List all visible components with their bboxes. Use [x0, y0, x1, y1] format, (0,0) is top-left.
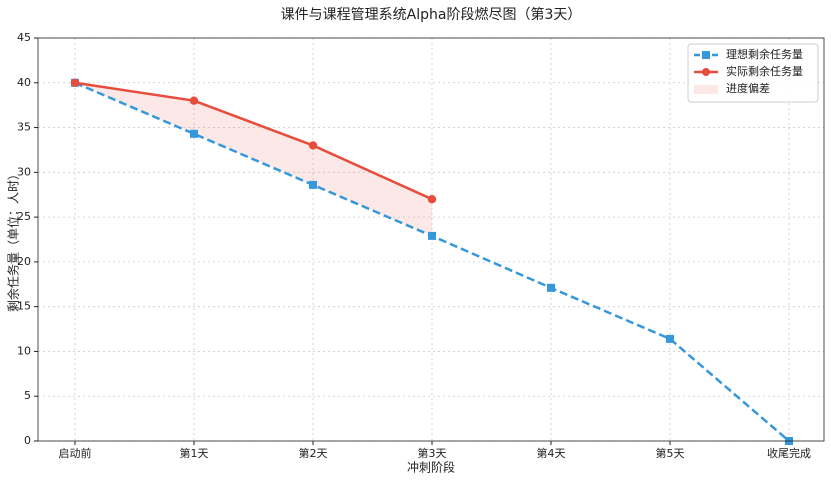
x-tick-label: 第3天 [418, 446, 447, 460]
x-tick-label: 收尾完成 [767, 446, 811, 460]
y-axis-label: 剩余任务量（单位：人时） [6, 168, 21, 312]
x-tick-label: 第4天 [537, 446, 566, 460]
legend-label: 理想剩余任务量 [726, 47, 803, 61]
x-tick-label: 第1天 [180, 446, 209, 460]
data-point [190, 129, 198, 138]
y-tick-label: 25 [17, 210, 31, 223]
y-tick-label: 30 [17, 165, 31, 178]
data-point [666, 334, 674, 343]
data-point [547, 283, 555, 292]
data-point [70, 78, 80, 87]
y-tick-label: 0 [24, 434, 31, 447]
y-tick-label: 15 [17, 300, 31, 313]
x-axis-label: 冲刺阶段 [407, 460, 455, 475]
data-point [308, 141, 318, 150]
x-tick-label: 第2天 [299, 446, 328, 460]
plot-frame [37, 37, 825, 442]
series-line [74, 81, 433, 201]
x-tick-label: 启动前 [59, 446, 92, 460]
chart-title: 课件与课程管理系统Alpha阶段燃尽图（第3天） [281, 6, 582, 23]
y-tick-label: 20 [17, 255, 31, 268]
legend-label: 实际剩余任务量 [726, 64, 803, 78]
y-tick-label: 5 [24, 389, 31, 402]
legend-box [687, 43, 819, 103]
y-tick-label: 35 [17, 121, 31, 134]
y-tick-label: 45 [17, 31, 31, 44]
y-tick-label: 40 [17, 76, 31, 89]
series-line [74, 81, 790, 442]
legend-label: 进度偏差 [726, 81, 770, 95]
data-point [428, 231, 436, 240]
legend-swatch [694, 85, 718, 94]
legend-marker [702, 68, 710, 76]
data-point [427, 195, 437, 204]
legend-marker [702, 51, 710, 59]
y-tick-label: 10 [17, 344, 31, 357]
x-tick-label: 第5天 [656, 446, 685, 460]
data-point [309, 180, 317, 189]
data-point [189, 96, 199, 105]
